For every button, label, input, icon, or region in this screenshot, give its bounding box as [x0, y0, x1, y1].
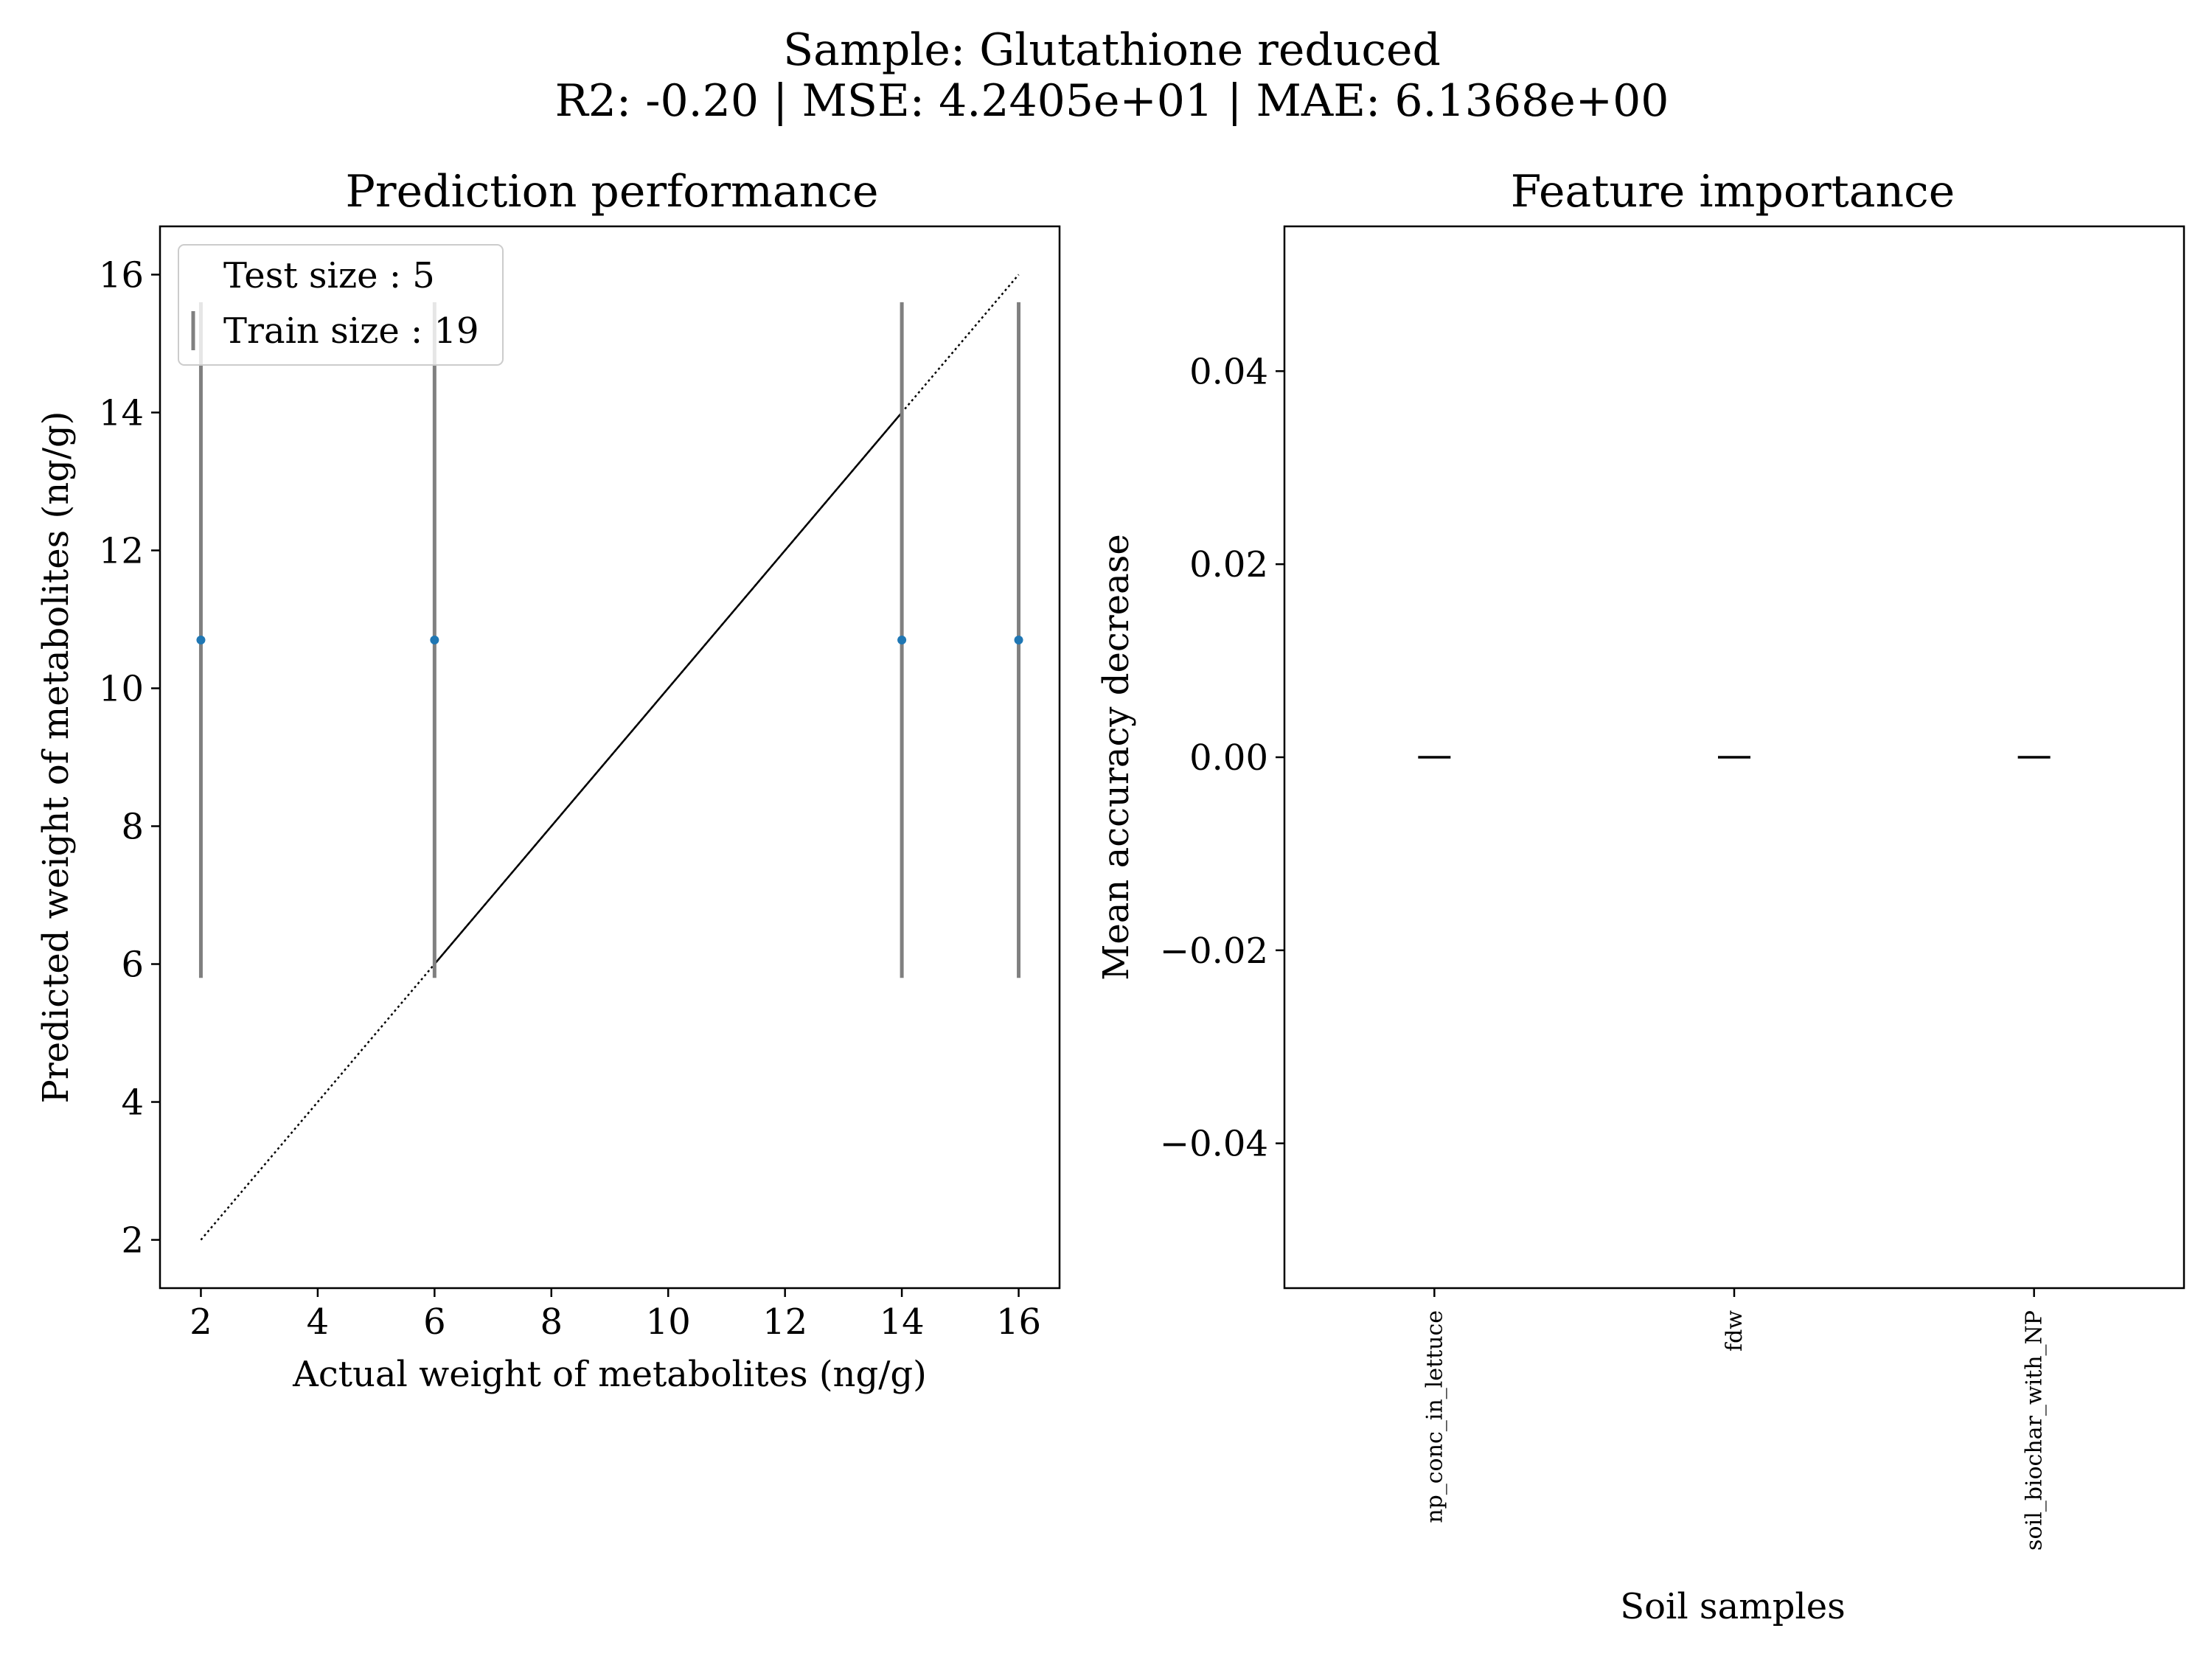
data-point-2 — [897, 636, 907, 645]
x-tick-label: 6 — [423, 1301, 446, 1343]
importance-title: Feature importance — [1511, 166, 1955, 218]
category-label: np_conc_in_lettuce — [1422, 1310, 1447, 1523]
x-tick-label: 4 — [307, 1301, 330, 1343]
x-tick-label: 10 — [646, 1301, 691, 1343]
prediction-axes-frame — [159, 225, 1061, 1290]
legend-box — [178, 244, 504, 366]
prediction-ticks: 2 4 6 8 10 12 14 16 2 4 6 8 10 12 14 16 — [99, 254, 1041, 1343]
importance-ticks: 0.04 0.02 0.00 −0.02 −0.04 np_conc_in_lettuce… — [1160, 351, 2048, 1551]
x-tick-label: 14 — [880, 1301, 925, 1343]
y-tick-label: 4 — [121, 1082, 144, 1124]
y-tick-label: 6 — [121, 945, 144, 986]
y-tick-label: 0.02 — [1189, 544, 1268, 585]
data-point-1 — [430, 636, 439, 645]
figure-suptitle-line2: R2: -0.20 | MSE: 4.2405e+01 | MAE: 6.136… — [555, 75, 1669, 127]
data-point-3 — [1014, 636, 1023, 645]
importance-panel: Feature importance 0.04 0.02 0.00 −0.02 −0.0… — [1096, 166, 2185, 1627]
y-tick-label: 2 — [121, 1220, 144, 1262]
category-label: soil_biochar_with_NP — [2022, 1310, 2048, 1551]
y-tick-label: −0.02 — [1160, 931, 1268, 972]
y-tick-label: 0.00 — [1189, 737, 1268, 779]
legend: Test size : 5 Train size : 19 — [178, 244, 504, 366]
prediction-title: Prediction performance — [346, 166, 879, 218]
y-tick-label: 16 — [99, 254, 144, 296]
category-label: fdw — [1722, 1310, 1747, 1352]
prediction-marks — [196, 274, 1023, 1241]
y-tick-label: −0.04 — [1160, 1124, 1268, 1165]
data-point-0 — [196, 636, 206, 645]
prediction-ylabel: Predicted weight of metabolites (ng/g) — [35, 411, 77, 1104]
figure-suptitle-line1: Sample: Glutathione reduced — [783, 24, 1441, 76]
prediction-xlabel: Actual weight of metabolites (ng/g) — [292, 1354, 927, 1395]
prediction-panel: Prediction performance 2 4 6 8 10 12 14 16 2 4 6 8 1… — [35, 166, 1061, 1395]
importance-ylabel: Mean accuracy decrease — [1096, 534, 1137, 980]
y-tick-label: 8 — [121, 807, 144, 848]
y-tick-label: 0.04 — [1189, 351, 1268, 392]
x-tick-label: 2 — [189, 1301, 212, 1343]
y-tick-label: 12 — [99, 530, 144, 571]
importance-xlabel: Soil samples — [1620, 1586, 1846, 1627]
x-tick-label: 12 — [762, 1301, 807, 1343]
y-tick-label: 14 — [99, 392, 144, 434]
legend-train-size: Train size : 19 — [223, 310, 479, 352]
x-tick-label: 8 — [540, 1301, 563, 1343]
legend-test-size: Test size : 5 — [223, 255, 435, 296]
y-tick-label: 10 — [99, 668, 144, 709]
identity-line-solid-segment — [434, 411, 903, 965]
x-tick-label: 16 — [996, 1301, 1041, 1343]
